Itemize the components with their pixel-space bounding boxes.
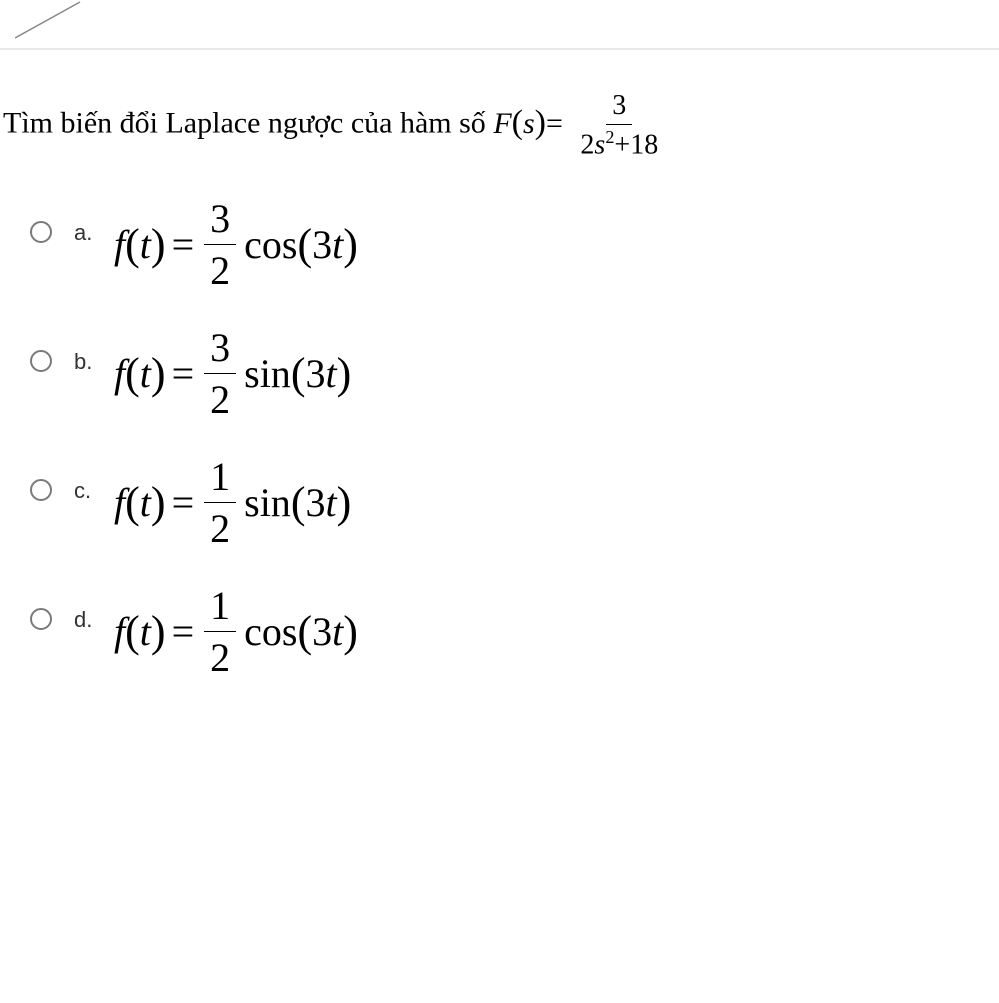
question-text: Tìm biến đổi Laplace ngược của hàm số F(… — [3, 90, 668, 161]
q-numerator: 3 — [606, 90, 632, 125]
option-c-fraction: 1 2 — [204, 453, 236, 552]
radio-a[interactable] — [30, 221, 52, 243]
func-arg-s: s — [523, 107, 535, 140]
radio-c[interactable] — [30, 479, 52, 501]
option-letter-a: a. — [74, 220, 104, 246]
question-prompt: Tìm biến đổi Laplace ngược của hàm số F(… — [3, 90, 959, 161]
option-letter-c: c. — [74, 478, 104, 504]
divider-line — [0, 48, 999, 50]
radio-d[interactable] — [30, 608, 52, 630]
equals-sign: = — [546, 107, 563, 140]
option-b-fraction: 3 2 — [204, 324, 236, 423]
option-c-trig: sin — [244, 479, 291, 526]
option-a[interactable]: a. f(t)= 3 2 cos(3t) — [30, 215, 959, 294]
option-formula-b: f(t)= 3 2 sin(3t) — [114, 324, 351, 423]
option-b-trig: sin — [244, 350, 291, 397]
option-formula-a: f(t)= 3 2 cos(3t) — [114, 195, 358, 294]
option-formula-d: f(t)= 1 2 cos(3t) — [114, 582, 358, 681]
question-fraction: 3 2s2+18 — [574, 90, 664, 161]
func-F: F — [493, 107, 511, 140]
option-letter-b: b. — [74, 349, 104, 375]
option-a-fraction: 3 2 — [204, 195, 236, 294]
option-d[interactable]: d. f(t)= 1 2 cos(3t) — [30, 602, 959, 681]
option-letter-d: d. — [74, 607, 104, 633]
option-b[interactable]: b. f(t)= 3 2 sin(3t) — [30, 344, 959, 423]
option-formula-c: f(t)= 1 2 sin(3t) — [114, 453, 351, 552]
option-d-trig: cos — [244, 608, 297, 655]
corner-decoration — [15, 0, 95, 40]
option-d-fraction: 1 2 — [204, 582, 236, 681]
q-denominator: 2s2+18 — [574, 125, 664, 161]
option-a-trig: cos — [244, 221, 297, 268]
question-prefix: Tìm biến đổi Laplace ngược của hàm số — [3, 107, 493, 140]
option-c[interactable]: c. f(t)= 1 2 sin(3t) — [30, 473, 959, 552]
radio-b[interactable] — [30, 350, 52, 372]
options-list: a. f(t)= 3 2 cos(3t) b. f(t)= 3 2 sin(3t… — [30, 215, 959, 731]
